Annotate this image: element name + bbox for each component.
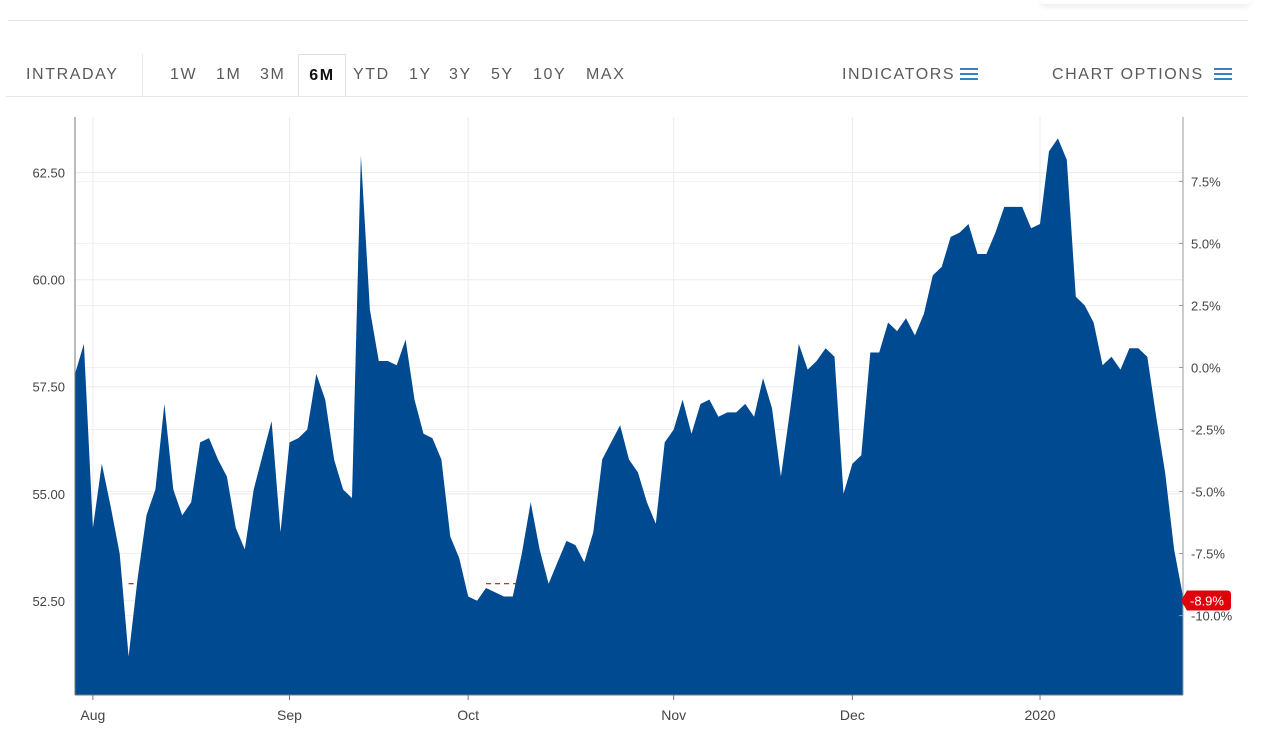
hamburger-icon: [960, 67, 979, 80]
y-tick-label-right: -10.0%: [1191, 609, 1233, 624]
chart-options-button[interactable]: CHART OPTIONS: [1052, 54, 1232, 96]
range-3m[interactable]: 3M: [260, 66, 286, 83]
x-tick-label: Nov: [661, 707, 686, 723]
range-10y[interactable]: 10Y: [533, 66, 567, 83]
y-tick-label-right: -5.0%: [1191, 485, 1225, 500]
y-tick-label-right: 7.5%: [1191, 174, 1221, 189]
x-tick-labels: Aug Sep Oct Nov Dec 2020: [80, 695, 1056, 723]
x-tick-label: 2020: [1024, 707, 1055, 723]
change-badge: -8.9%: [1181, 590, 1231, 611]
x-tick-label: Dec: [840, 707, 865, 723]
range-1y[interactable]: 1Y: [409, 66, 432, 83]
y-tick-label-left: 57.50: [32, 380, 65, 395]
range-max[interactable]: MAX: [586, 66, 626, 83]
y-tick-label-right: 2.5%: [1191, 298, 1221, 313]
range-6m[interactable]: 6M: [298, 54, 346, 96]
badge-shape: [1181, 590, 1231, 611]
toolbar-divider: [142, 54, 143, 96]
indicators-label: INDICATORS: [842, 66, 956, 83]
top-overlay-panel: [1040, 0, 1250, 4]
range-1m[interactable]: 1M: [216, 66, 242, 83]
right-y-ticks: 7.5% 5.0% 2.5% 0.0% -2.5% -5.0% -7.5% -10.0%: [1179, 174, 1233, 624]
y-tick-label-right: 5.0%: [1191, 236, 1221, 251]
y-tick-label-left: 52.50: [32, 594, 65, 609]
x-tick-label: Sep: [277, 707, 302, 723]
y-tick-label-right: -2.5%: [1191, 422, 1225, 437]
range-1w[interactable]: 1W: [170, 66, 198, 83]
range-3y[interactable]: 3Y: [449, 66, 472, 83]
y-tick-label-left: 60.00: [32, 273, 65, 288]
range-5y[interactable]: 5Y: [491, 66, 514, 83]
y-tick-label-left: 55.00: [32, 487, 65, 502]
y-tick-label-left: 62.50: [32, 166, 65, 181]
x-tick-label: Oct: [457, 707, 479, 723]
top-divider: [8, 20, 1248, 21]
left-y-ticks: 62.50 60.00 57.50 55.00 52.50: [32, 166, 65, 609]
hamburger-icon: [1213, 67, 1232, 80]
tab-intraday[interactable]: INTRADAY: [26, 66, 119, 83]
x-tick-label: Aug: [80, 707, 105, 723]
indicators-button[interactable]: INDICATORS: [842, 54, 979, 96]
y-tick-label-right: -7.5%: [1191, 547, 1225, 562]
chart-options-label: CHART OPTIONS: [1052, 66, 1204, 83]
range-ytd[interactable]: YTD: [353, 66, 390, 83]
y-tick-label-right: 0.0%: [1191, 360, 1221, 375]
badge-label: -8.9%: [1190, 594, 1224, 609]
range-toolbar: INTRADAY 1W 1M 3M 6M YTD 1Y 3Y 5Y 10Y MA…: [6, 54, 1248, 97]
price-area: [75, 138, 1183, 695]
